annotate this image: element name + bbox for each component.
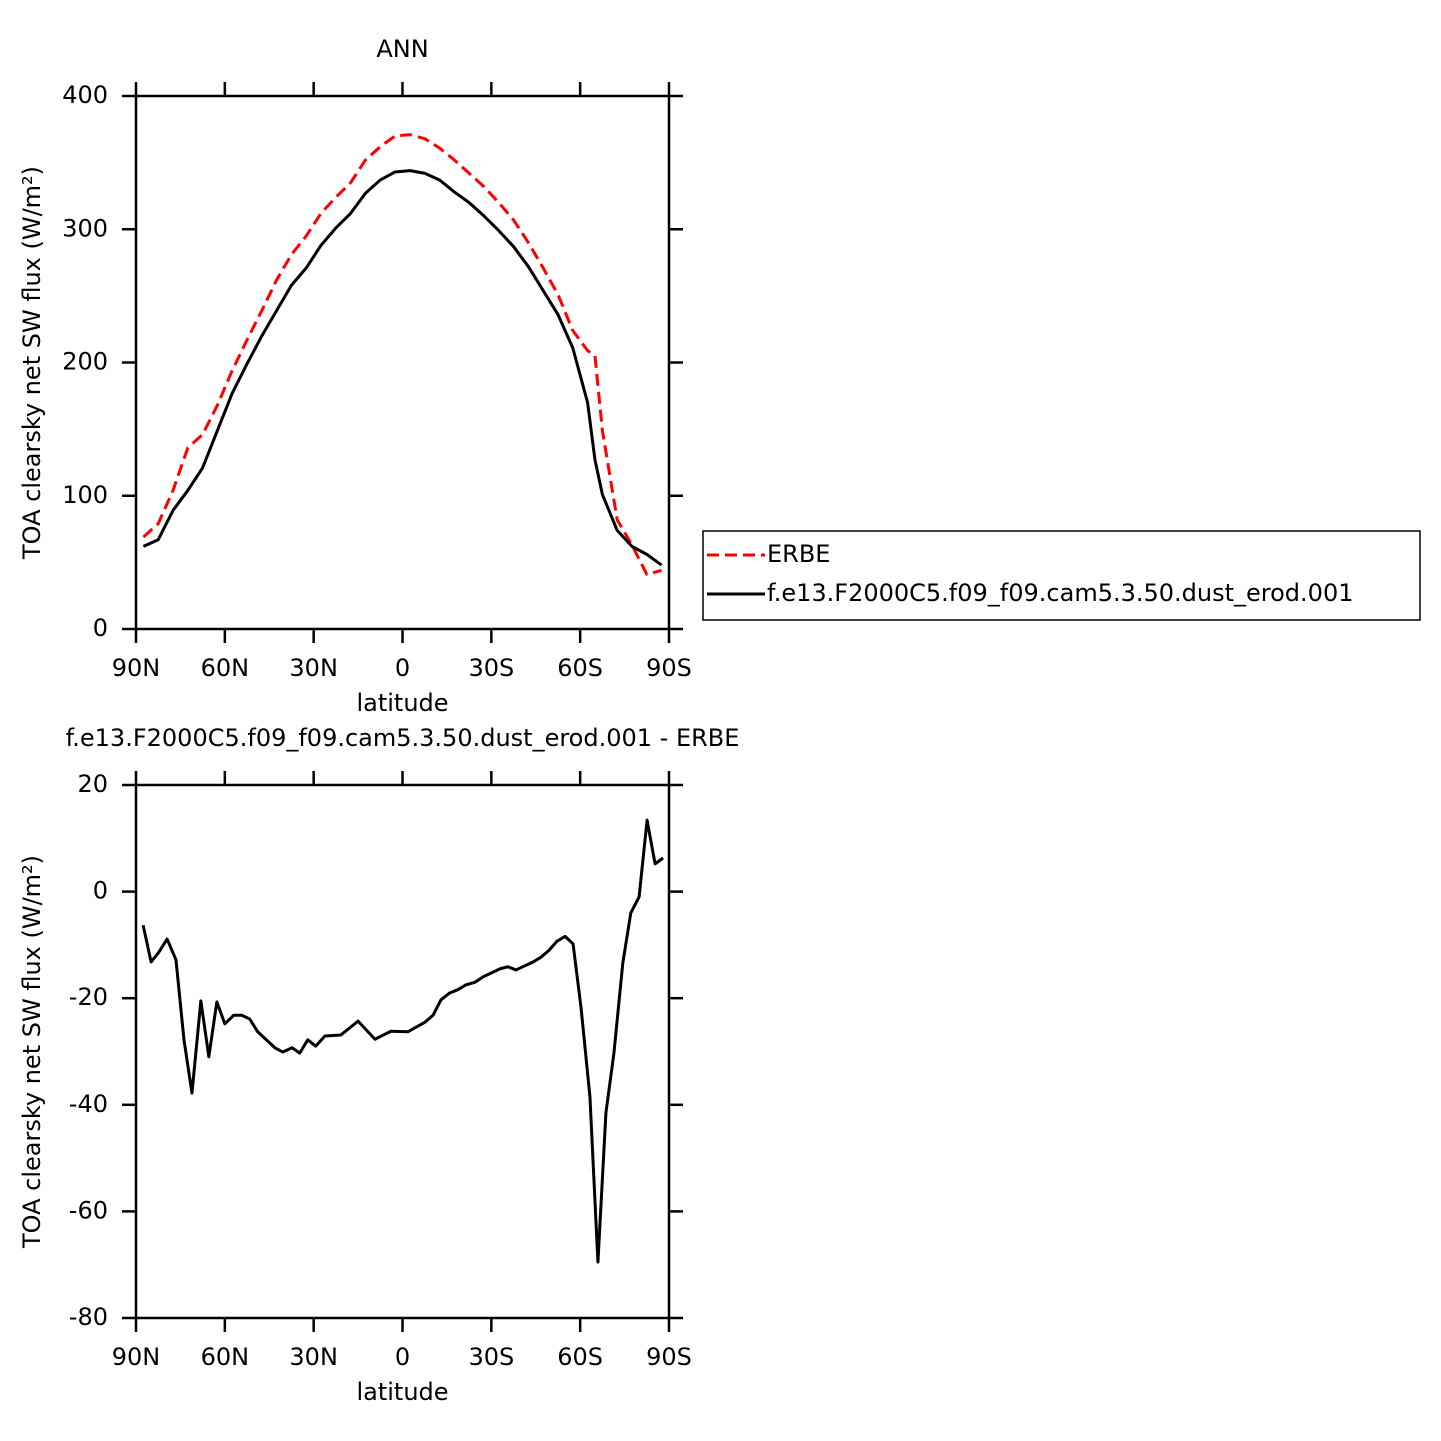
x-tick-label: 60N (201, 1343, 250, 1371)
y-tick-label: 0 (93, 614, 108, 642)
plot-frame (134, 783, 671, 1320)
legend-box (702, 530, 1421, 621)
x-tick-label: 30S (468, 1343, 514, 1371)
y-tick-label: 400 (62, 81, 108, 109)
chart-title: ANN (376, 35, 428, 63)
x-axis-label: latitude (356, 689, 448, 717)
x-tick-label: 90N (112, 654, 161, 682)
y-tick-label: 200 (62, 348, 108, 376)
x-tick-label: 60S (557, 1343, 603, 1371)
data-line (142, 169, 663, 567)
x-tick-label: 60S (557, 654, 603, 682)
y-tick-label: -20 (69, 983, 108, 1011)
x-tick-label: 60N (201, 654, 250, 682)
legend-label: ERBE (767, 540, 830, 568)
x-tick-label: 90S (646, 654, 692, 682)
y-tick-label: 100 (62, 481, 108, 509)
x-tick-label: 30N (289, 1343, 338, 1371)
x-tick-label: 0 (395, 1343, 410, 1371)
y-axis-label: TOA clearsky net SW flux (W/m²) (18, 166, 46, 560)
x-tick-label: 30S (468, 654, 514, 682)
data-line (142, 133, 662, 576)
chart-title: f.e13.F2000C5.f09_f09.cam5.3.50.dust_ero… (66, 724, 740, 752)
x-tick-label: 30N (289, 654, 338, 682)
x-tick-label: 90S (646, 1343, 692, 1371)
y-axis-label: TOA clearsky net SW flux (W/m²) (18, 855, 46, 1249)
y-tick-label: -40 (69, 1090, 108, 1118)
x-tick-label: 90N (112, 1343, 161, 1371)
data-line (141, 818, 664, 1264)
plot-frame (134, 94, 671, 631)
legend-label: f.e13.F2000C5.f09_f09.cam5.3.50.dust_ero… (767, 579, 1353, 607)
y-tick-label: 300 (62, 214, 108, 242)
x-axis-label: latitude (356, 1378, 448, 1406)
y-tick-label: -80 (69, 1303, 108, 1331)
y-tick-label: 0 (93, 877, 108, 905)
y-tick-label: -60 (69, 1196, 108, 1224)
y-tick-label: 20 (77, 770, 108, 798)
x-tick-label: 0 (395, 654, 410, 682)
